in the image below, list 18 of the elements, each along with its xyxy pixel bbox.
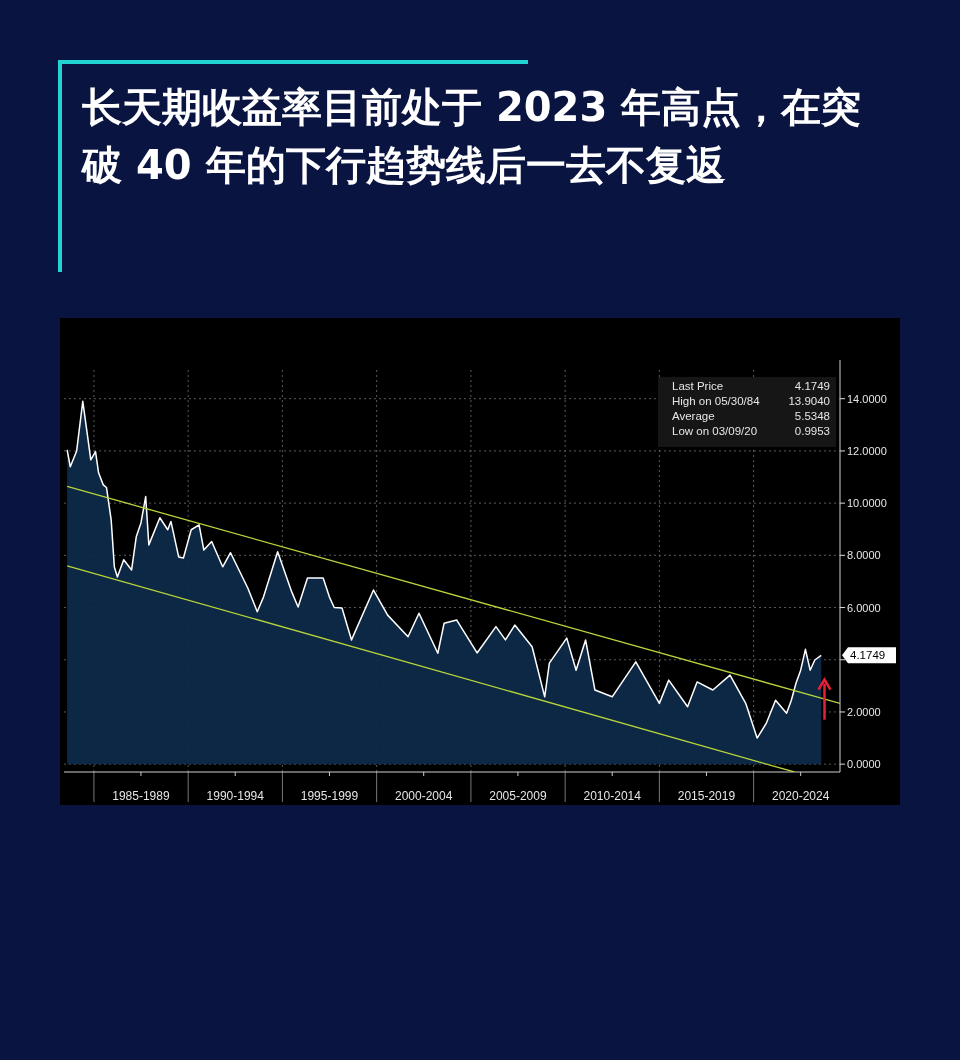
chart-title: 长天期收益率目前处于 2023 年高点，在突破 40 年的下行趋势线后一去不复返 [82, 83, 863, 190]
x-tick-label: 1985-1989 [112, 789, 170, 803]
x-tick-label: 2000-2004 [395, 789, 453, 803]
x-tick-label: 1995-1999 [300, 789, 359, 803]
y-tick-label: 0.0000 [847, 758, 881, 771]
x-tick-label: 2015-2019 [677, 789, 736, 803]
info-box: Last Price 4.1749 High on 05/30/84 13.9040 Average 5.5348 Low on 03/09/20 0.9953 [658, 377, 836, 447]
y-tick-label: 10.0000 [847, 497, 887, 510]
x-tick-label: 2005-2009 [489, 789, 547, 803]
annotation: 4.1749 [850, 649, 886, 662]
y-tick-label: 6.0000 [847, 601, 881, 614]
x-tick-label: 1990-1994 [206, 789, 265, 803]
y-tick-label: 14.0000 [847, 392, 887, 405]
x-tick-label: 2020-2024 [771, 789, 830, 803]
y-tick-label: 12.0000 [847, 444, 887, 457]
x-tick-label: 2010-2014 [583, 789, 642, 803]
y-tick-label: 2.0000 [847, 705, 881, 718]
y-tick-label: 8.0000 [847, 549, 881, 562]
